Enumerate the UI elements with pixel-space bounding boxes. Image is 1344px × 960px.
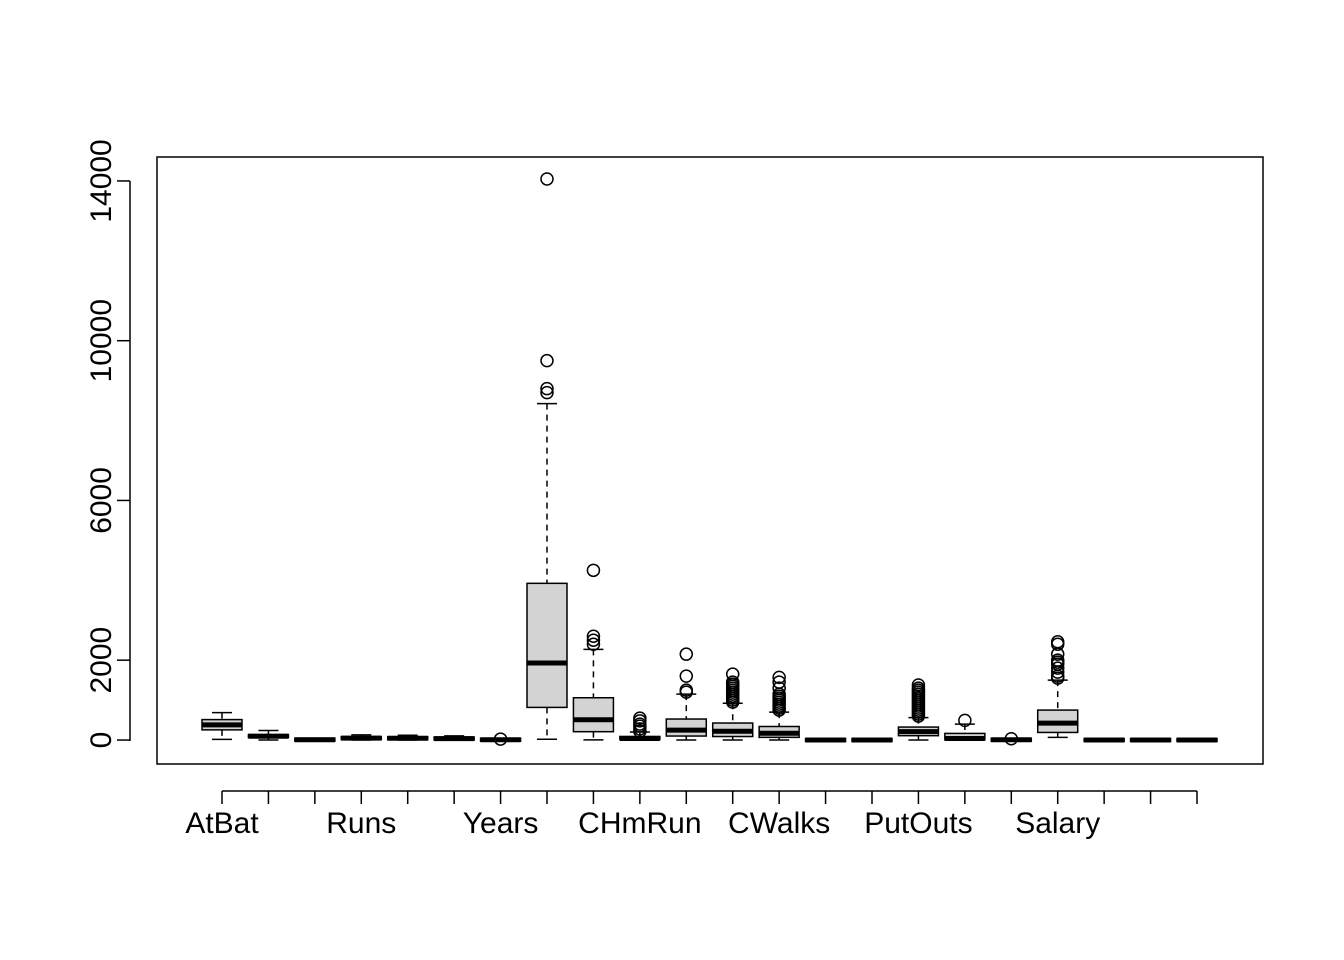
box-11 xyxy=(665,647,708,741)
x-tick-label: Salary xyxy=(1015,807,1100,840)
outlier-point xyxy=(772,675,786,689)
outlier-point xyxy=(633,717,647,731)
outlier-point xyxy=(1004,732,1019,746)
box-9 xyxy=(572,563,615,741)
outlier-point xyxy=(586,633,601,647)
box-21 xyxy=(1129,737,1172,743)
iqr-box xyxy=(665,718,708,737)
outlier-point xyxy=(725,667,740,681)
outlier-point xyxy=(679,647,694,661)
box-2 xyxy=(247,729,290,741)
box-5 xyxy=(386,734,429,741)
box-3 xyxy=(294,737,336,743)
outlier-point xyxy=(540,353,554,368)
y-tick-label: 6000 xyxy=(85,467,118,534)
iqr-box xyxy=(526,582,568,709)
box-13 xyxy=(758,670,800,741)
box-19 xyxy=(1036,635,1079,739)
outlier-point xyxy=(1050,635,1065,649)
outlier-point xyxy=(679,683,694,697)
box-4 xyxy=(340,734,383,741)
x-axis-ticks: AtBat Runs Years CHmRun CWalks PutOuts Salary xyxy=(185,791,1198,840)
box-10 xyxy=(619,711,661,742)
outlier-point xyxy=(1050,661,1065,675)
box-20 xyxy=(1083,737,1125,743)
box-18 xyxy=(990,732,1033,746)
outlier-point xyxy=(911,681,926,695)
outlier-point xyxy=(772,681,786,695)
x-tick-label: CWalks xyxy=(728,807,830,840)
outlier-point xyxy=(725,675,740,689)
box-6 xyxy=(433,735,475,742)
box-series xyxy=(201,172,1218,746)
y-tick-label: 10000 xyxy=(85,299,118,382)
plot-frame xyxy=(156,156,1264,765)
outlier-point xyxy=(540,381,554,396)
box-12 xyxy=(711,667,754,741)
iqr-box xyxy=(572,696,615,733)
outlier-point xyxy=(540,172,554,186)
y-tick-label: 2000 xyxy=(85,627,118,694)
box-1 xyxy=(201,711,243,741)
outlier-point xyxy=(633,711,647,725)
x-tick-label: PutOuts xyxy=(864,807,972,840)
box-22 xyxy=(1176,737,1218,743)
x-tick-label: Years xyxy=(463,807,539,840)
y-tick-label: 14000 xyxy=(85,139,118,222)
outlier-point xyxy=(772,670,786,685)
x-tick-label: CHmRun xyxy=(578,807,701,840)
box-17 xyxy=(944,713,986,741)
box-8 xyxy=(526,172,568,741)
box-7 xyxy=(479,732,522,746)
outlier-point xyxy=(493,732,508,746)
outlier-point xyxy=(586,629,601,643)
x-tick-label: AtBat xyxy=(185,807,259,840)
outlier-point xyxy=(1050,653,1065,667)
outlier-point xyxy=(540,385,554,400)
x-tick-label: Runs xyxy=(326,807,396,840)
y-axis-ticks: 0 2000 6000 10000 14000 xyxy=(85,139,130,748)
outlier-point xyxy=(911,678,926,692)
outlier-point xyxy=(958,713,972,728)
box-15 xyxy=(851,737,893,743)
box-16 xyxy=(897,678,940,741)
box-14 xyxy=(804,737,847,743)
outlier-point xyxy=(679,669,694,683)
outlier-point xyxy=(586,563,601,578)
outlier-point xyxy=(586,637,601,651)
y-tick-label: 0 xyxy=(85,732,118,749)
